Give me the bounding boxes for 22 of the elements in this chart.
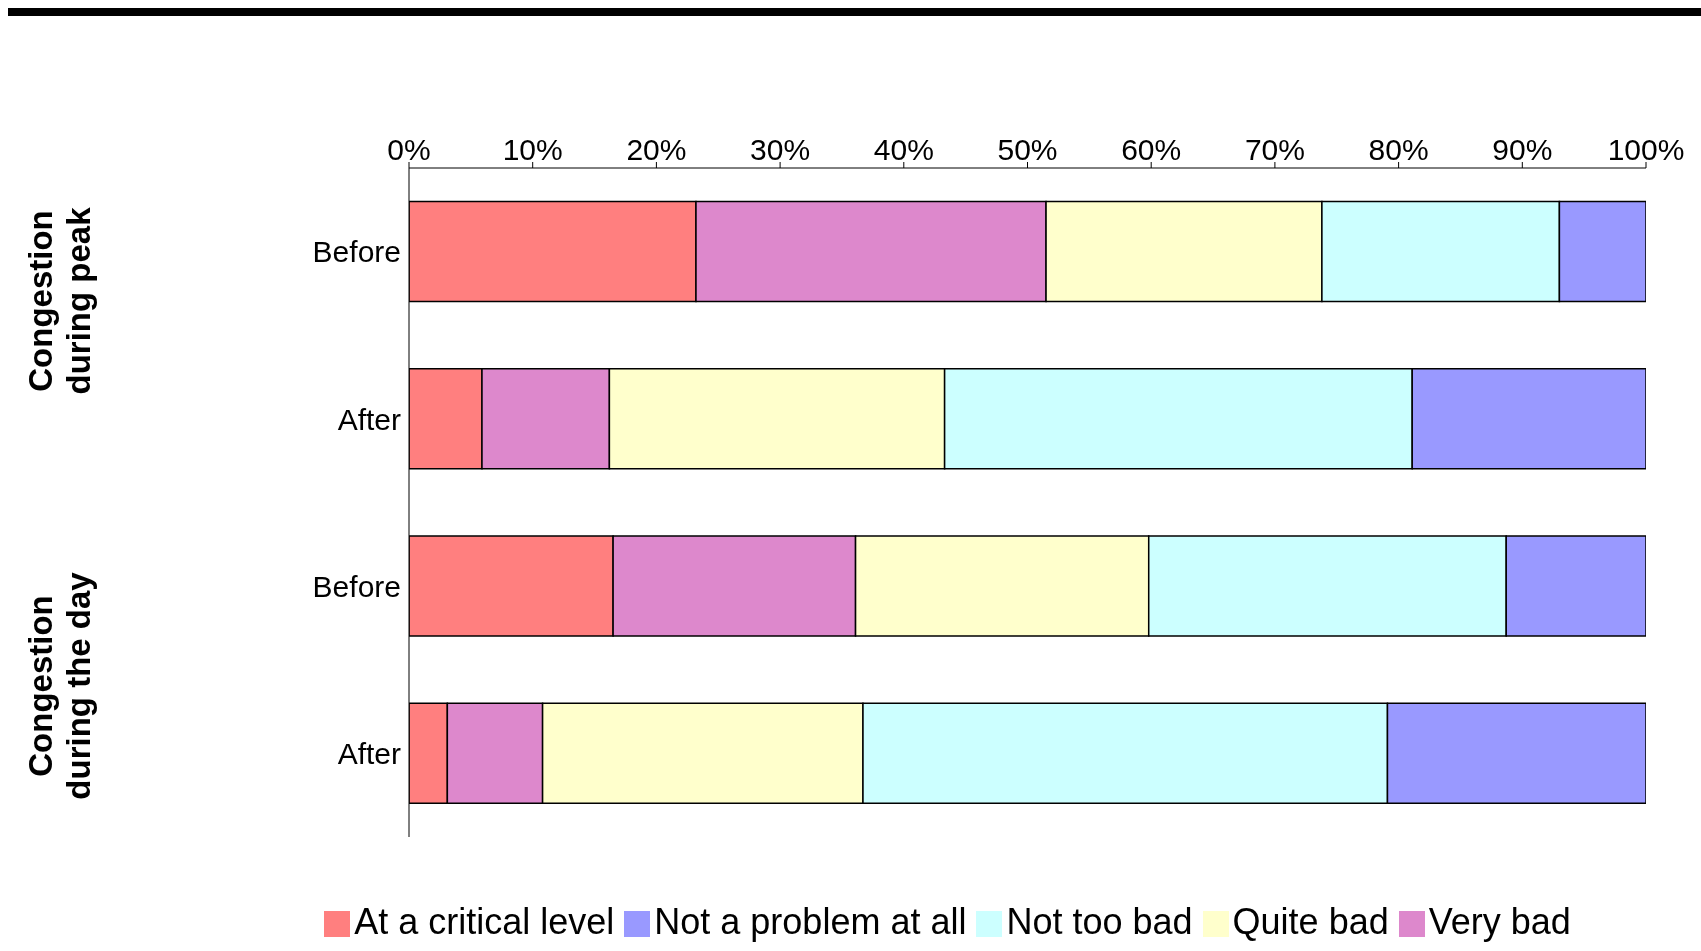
legend-label: At a critical level (354, 901, 615, 942)
legend-label: Quite bad (1232, 901, 1389, 942)
x-tick-label: 0% (387, 133, 431, 166)
y-tick-label: After (337, 737, 401, 771)
y-tick-label: Before (312, 569, 401, 603)
y-tick-label: After (337, 402, 401, 436)
legend-label: Not a problem at all (654, 901, 967, 942)
x-tick-label: 50% (997, 133, 1058, 166)
x-tick-label: 90% (1492, 133, 1553, 166)
x-tick-label: 80% (1368, 133, 1429, 166)
x-tick-label: 20% (626, 133, 687, 166)
legend-label: Very bad (1428, 901, 1571, 942)
x-tick-label: 100% (1607, 133, 1685, 166)
x-tick-label: 60% (1121, 133, 1182, 166)
legend-label: Not too bad (1006, 901, 1193, 942)
text: Congestion during the day (22, 571, 98, 802)
x-tick-label: 70% (1244, 133, 1305, 166)
x-tick-label: 30% (750, 133, 811, 166)
x-tick-label: 40% (873, 133, 934, 166)
x-tick-label: 10% (502, 133, 563, 166)
text: Congestion during peak (22, 206, 98, 397)
y-tick-label: Before (312, 235, 401, 269)
